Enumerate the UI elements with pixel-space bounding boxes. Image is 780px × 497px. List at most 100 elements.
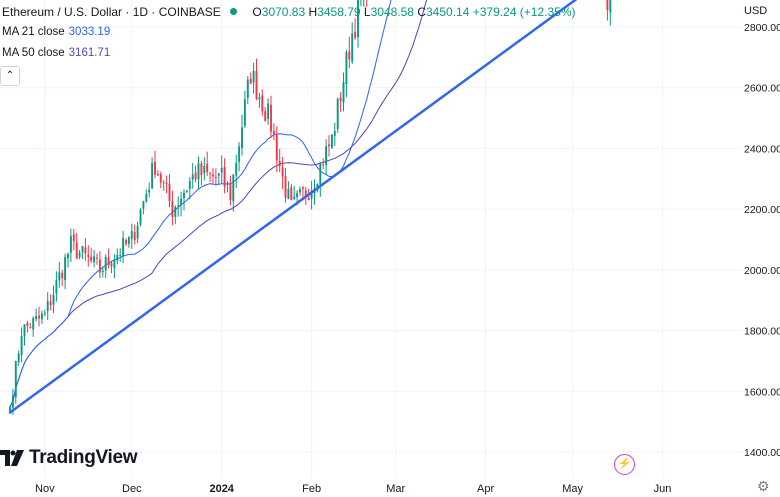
candle <box>35 308 38 322</box>
candle-body <box>307 197 310 201</box>
candle <box>336 97 339 133</box>
candle <box>310 180 313 210</box>
candle <box>40 310 43 324</box>
candle <box>252 62 255 94</box>
time-tick-label: Jun <box>654 483 672 495</box>
candle-body <box>258 97 261 100</box>
price-tick-label: 1600.00 <box>744 386 780 398</box>
candle <box>55 271 58 302</box>
price-tick-label: 2000.00 <box>744 265 780 277</box>
candle-body <box>293 196 296 199</box>
chevron-up-icon[interactable]: ⌃ <box>0 66 20 86</box>
gear-icon[interactable]: ⚙ <box>757 478 770 494</box>
candle-body <box>151 163 154 189</box>
candle-body <box>272 130 275 135</box>
candle-body <box>174 206 177 217</box>
candle-body <box>351 33 354 62</box>
candle <box>101 266 104 278</box>
candle-body <box>246 79 249 98</box>
candle-body <box>78 252 81 258</box>
candle <box>238 142 241 172</box>
candle <box>281 156 284 189</box>
candle <box>113 254 116 279</box>
candle-body <box>32 318 35 330</box>
candle <box>78 249 81 260</box>
candle-body <box>606 0 609 11</box>
candle-body <box>217 173 220 176</box>
candle-body <box>238 146 241 162</box>
time-tick-label: 2024 <box>209 483 234 495</box>
candle-body <box>49 301 52 306</box>
candle-body <box>203 165 206 174</box>
candle-body <box>168 183 171 202</box>
symbol-title[interactable]: Ethereum / U.S. Dollar · 1D · COINBASE <box>2 5 221 19</box>
candle <box>284 167 287 203</box>
candle-body <box>20 336 23 355</box>
ma50-layer <box>9 0 428 407</box>
candle <box>232 174 235 212</box>
candle-body <box>194 172 197 180</box>
candle <box>52 285 55 313</box>
candle <box>174 205 177 225</box>
candle <box>360 0 362 6</box>
candle <box>226 181 229 193</box>
time-axis: Nov Dec 2024 Feb Mar Apr May Jun <box>35 483 671 495</box>
time-tick-label: Apr <box>477 483 494 495</box>
candle-body <box>98 259 101 273</box>
time-tick-label: May <box>562 483 583 495</box>
candle-body <box>127 237 130 245</box>
candle-body <box>296 193 299 198</box>
candle <box>58 261 61 288</box>
ma21-layer <box>9 0 392 407</box>
candle <box>9 406 11 412</box>
candle <box>165 175 168 194</box>
candle-body <box>14 361 17 398</box>
candle <box>293 186 296 201</box>
candle <box>98 251 101 279</box>
candle-body <box>284 176 287 198</box>
candle-body <box>156 174 159 176</box>
candle-body <box>125 240 127 244</box>
candle <box>209 172 212 183</box>
candle <box>38 306 40 327</box>
time-tick-label: Mar <box>386 483 405 495</box>
candle <box>267 98 270 125</box>
legend-header: Ethereum / U.S. Dollar · 1D · COINBASE O… <box>2 5 575 19</box>
candle <box>197 156 200 190</box>
lightning-icon[interactable]: ⚡ <box>614 454 635 475</box>
candle <box>96 253 98 265</box>
candle-body <box>191 174 194 180</box>
candle-body <box>328 144 330 147</box>
candle-body <box>206 163 209 173</box>
time-tick-label: Feb <box>302 483 321 495</box>
candle-body <box>130 231 133 239</box>
candle <box>156 170 159 177</box>
candle <box>177 196 180 217</box>
candle <box>20 327 23 363</box>
candle-body <box>319 162 322 185</box>
candle <box>194 165 197 183</box>
candle-body <box>145 193 148 202</box>
candle <box>139 208 142 227</box>
candle <box>104 254 107 279</box>
ma21-legend[interactable]: MA 21 close 3033.19 <box>2 26 111 38</box>
candle-body <box>11 396 14 408</box>
currency-label[interactable]: USD <box>744 5 768 17</box>
candle-body <box>304 190 307 198</box>
candle <box>325 139 328 176</box>
candle <box>255 58 258 101</box>
candle-body <box>299 189 301 193</box>
candle <box>84 238 87 261</box>
tradingview-mark-icon <box>0 450 24 472</box>
candle <box>345 49 348 98</box>
candle-body <box>345 52 348 84</box>
candle-body <box>154 161 156 175</box>
ma50-legend[interactable]: MA 50 close 3161.71 <box>2 47 111 59</box>
candle <box>125 238 127 247</box>
candle <box>119 248 122 262</box>
candle-body <box>26 322 29 327</box>
candle-body <box>188 181 191 189</box>
candle-body <box>101 270 104 273</box>
candle-body <box>252 71 255 83</box>
